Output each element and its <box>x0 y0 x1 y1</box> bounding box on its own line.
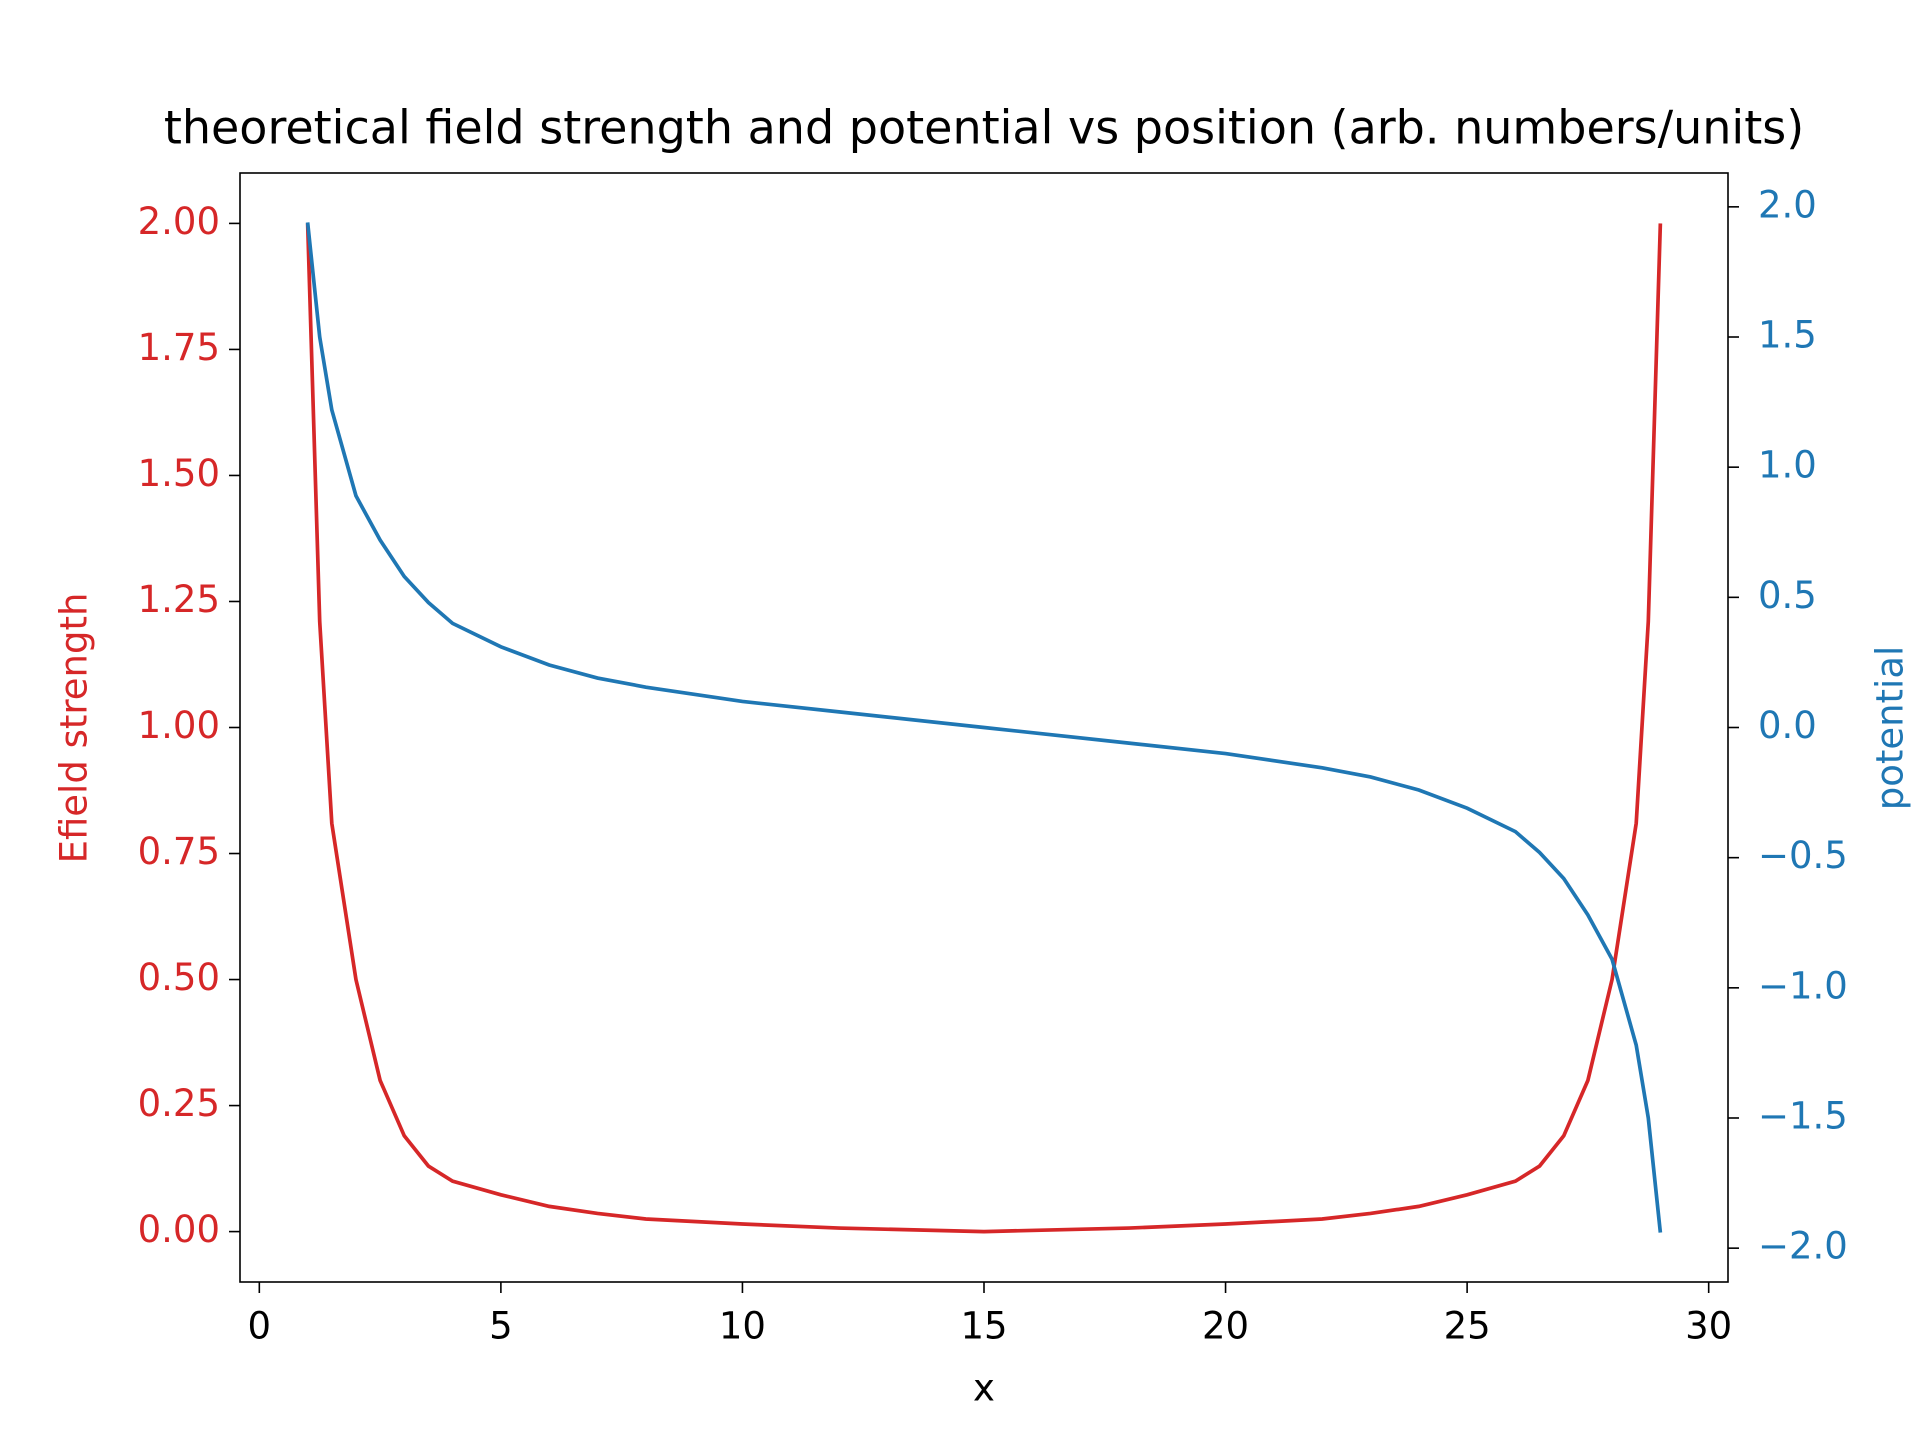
y-tick-label: 0.25 <box>138 1082 220 1125</box>
y-tick-label: 0.00 <box>138 1208 220 1251</box>
x-tick-label: 10 <box>719 1305 766 1348</box>
y-tick-label: 1.50 <box>138 452 220 495</box>
y2-tick-label: −0.5 <box>1758 834 1848 877</box>
y2-axis-label: potential <box>1869 646 1912 811</box>
y2-tick-label: 1.0 <box>1758 444 1817 487</box>
x-axis-label: x <box>973 1367 995 1410</box>
y2-tick-label: 1.5 <box>1758 314 1817 357</box>
x-tick-label: 30 <box>1685 1305 1732 1348</box>
y-tick-label: 1.25 <box>138 578 220 621</box>
x-tick-label: 25 <box>1444 1305 1491 1348</box>
x-tick-label: 5 <box>489 1305 513 1348</box>
y2-tick-label: −1.5 <box>1758 1094 1848 1137</box>
y-axis-label: Efield strength <box>53 593 96 864</box>
y2-tick-label: 0.0 <box>1758 704 1817 747</box>
y2-tick-label: −1.0 <box>1758 964 1848 1007</box>
data-line <box>305 223 1663 1234</box>
chart-title: theoretical field strength and potential… <box>164 101 1804 155</box>
x-tick-label: 15 <box>960 1305 1007 1348</box>
y2-tick-label: −2.0 <box>1758 1225 1848 1268</box>
y2-tick-label: 0.5 <box>1758 574 1817 617</box>
plot-frame <box>239 172 1729 1283</box>
y2-tick-label: 2.0 <box>1758 183 1817 226</box>
x-tick-label: 20 <box>1202 1305 1249 1348</box>
y-tick-label: 1.00 <box>138 704 220 747</box>
y-tick-label: 0.50 <box>138 956 220 999</box>
data-line <box>305 222 1663 1233</box>
x-tick-label: 0 <box>248 1305 272 1348</box>
y-tick-label: 2.00 <box>138 200 220 243</box>
y-tick-label: 1.75 <box>138 326 220 369</box>
y-tick-label: 0.75 <box>138 830 220 873</box>
